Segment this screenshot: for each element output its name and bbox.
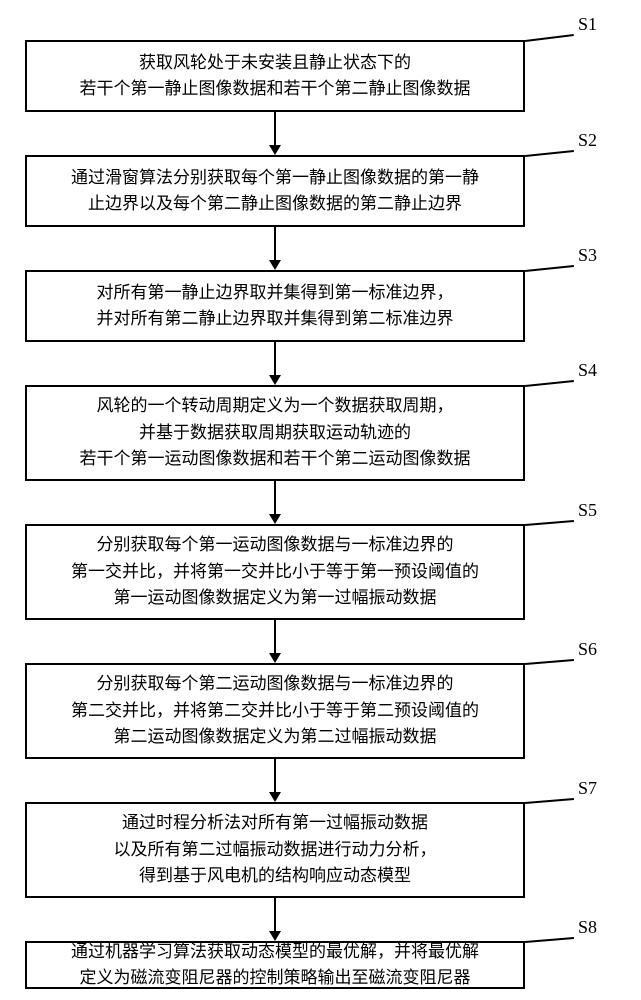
flow-arrow-head [269,653,281,663]
flow-node-s2: 通过滑窗算法分别获取每个第一静止图像数据的第一静 止边界以及每个第二静止图像数据… [25,155,525,227]
step-label-s6: S6 [578,639,597,660]
flow-node-s1: 获取风轮处于未安装且静止状态下的 若干个第一静止图像数据和若干个第二静止图像数据 [25,40,525,112]
flow-arrow [274,898,276,931]
flow-node-text: 通过滑窗算法分别获取每个第一静止图像数据的第一静 止边界以及每个第二静止图像数据… [71,165,479,218]
flow-arrow [274,620,276,653]
step-label-s2: S2 [578,130,597,151]
flow-node-text: 风轮的一个转动周期定义为一个数据获取周期， 并基于数据获取周期获取运动轨迹的 若… [80,393,471,472]
flow-arrow-head [269,375,281,385]
flow-node-s8: 通过机器学习算法获取动态模型的最优解，并将最优解 定义为磁流变阻尼器的控制策略输… [25,941,525,989]
step-label-s8: S8 [578,917,597,938]
flow-arrow-head [269,931,281,941]
flowchart-canvas: 获取风轮处于未安装且静止状态下的 若干个第一静止图像数据和若干个第二静止图像数据… [0,0,641,1000]
flow-arrow [274,481,276,514]
flow-arrow [274,342,276,375]
step-label-connector [525,380,574,386]
step-label-s3: S3 [578,245,597,266]
flow-arrow [274,759,276,792]
step-label-connector [525,659,574,664]
flow-node-text: 对所有第一静止边界取并集得到第一标准边界， 并对所有第二静止边界取并集得到第二标… [97,280,454,333]
step-label-connector [525,937,574,942]
flow-arrow [274,112,276,145]
flow-arrow [274,227,276,260]
step-label-s4: S4 [578,360,597,381]
flow-node-text: 通过机器学习算法获取动态模型的最优解，并将最优解 定义为磁流变阻尼器的控制策略输… [71,939,479,992]
step-label-connector [525,150,574,156]
flow-node-s6: 分别获取每个第二运动图像数据与一标准边界的 第二交并比，并将第二交并比小于等于第… [25,663,525,759]
flow-arrow-head [269,514,281,524]
flow-node-text: 分别获取每个第二运动图像数据与一标准边界的 第二交并比，并将第二交并比小于等于第… [71,671,479,750]
flow-node-text: 分别获取每个第一运动图像数据与一标准边界的 第一交并比，并将第一交并比小于等于第… [71,532,479,611]
flow-arrow-head [269,792,281,802]
flow-arrow-head [269,260,281,270]
step-label-connector [525,265,574,271]
flow-node-s3: 对所有第一静止边界取并集得到第一标准边界， 并对所有第二静止边界取并集得到第二标… [25,270,525,342]
flow-node-s5: 分别获取每个第一运动图像数据与一标准边界的 第一交并比，并将第一交并比小于等于第… [25,524,525,620]
step-label-s7: S7 [578,778,597,799]
step-label-s1: S1 [578,14,597,35]
flow-node-text: 通过时程分析法对所有第一过幅振动数据 以及所有第二过幅振动数据进行动力分析， 得… [114,810,437,889]
flow-node-s7: 通过时程分析法对所有第一过幅振动数据 以及所有第二过幅振动数据进行动力分析， 得… [25,802,525,898]
flow-arrow-head [269,145,281,155]
flow-node-s4: 风轮的一个转动周期定义为一个数据获取周期， 并基于数据获取周期获取运动轨迹的 若… [25,385,525,481]
flow-node-text: 获取风轮处于未安装且静止状态下的 若干个第一静止图像数据和若干个第二静止图像数据 [80,50,471,103]
step-label-connector [525,34,574,41]
step-label-connector [525,798,574,803]
step-label-connector [525,520,574,525]
step-label-s5: S5 [578,500,597,521]
